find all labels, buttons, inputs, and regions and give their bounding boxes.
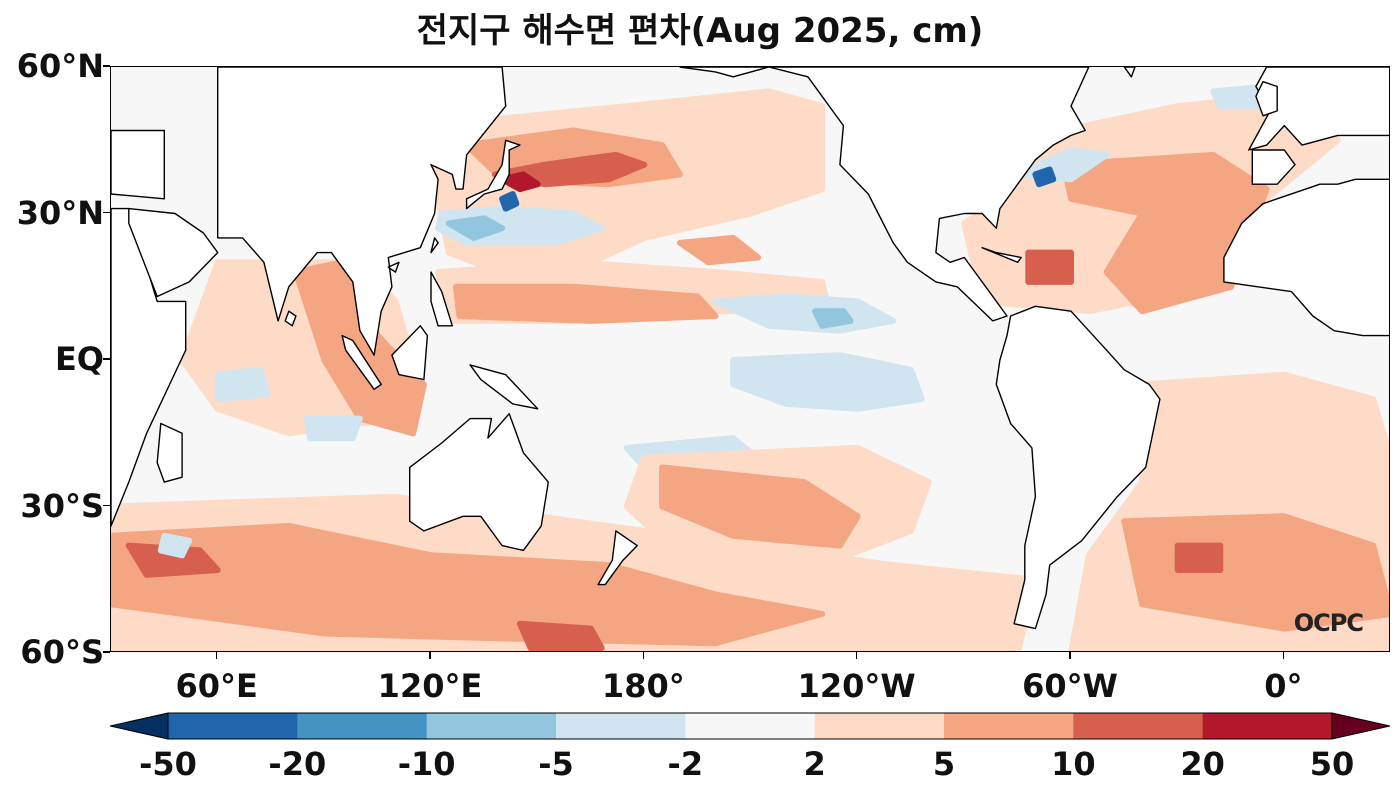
- lat-tick-mark: [103, 358, 110, 360]
- lat-tick-label: 60°S: [20, 633, 104, 671]
- landmass-australia: [409, 413, 549, 552]
- colorbar-tick-label: 10: [1051, 745, 1096, 783]
- colorbar-segment: [1202, 713, 1333, 739]
- landmass-iberia: [1251, 149, 1296, 185]
- colorbar-segment: [168, 713, 298, 739]
- anomaly-fill-layer: [111, 83, 1389, 651]
- colorbar-segment: [685, 713, 816, 739]
- map-title: 전지구 해수면 편차(Aug 2025, cm): [416, 11, 984, 51]
- lon-tick-label: 0°: [1264, 667, 1303, 705]
- landmass-sri-lanka: [284, 310, 297, 327]
- lon-tick-mark: [1282, 652, 1285, 659]
- colorbar-outline: [167, 712, 1333, 740]
- colorbar-segment: [556, 713, 686, 739]
- landmass-west-africa: [1223, 178, 1389, 337]
- anomaly-region-24: [303, 415, 363, 442]
- anomaly-region-11: [812, 308, 854, 329]
- lon-tick-label: 60°E: [175, 667, 258, 705]
- colorbar-tick-label: -5: [538, 745, 574, 783]
- lat-tick-label: 30°N: [16, 193, 104, 232]
- anomaly-region-12: [730, 352, 925, 412]
- anomaly-region-3: [499, 171, 541, 193]
- lat-tick-label: 30°S: [20, 486, 104, 525]
- lon-tick-mark: [855, 652, 858, 659]
- lon-tick-mark: [429, 652, 431, 659]
- anomaly-region-27: [1025, 249, 1074, 285]
- colorbar-segment: [814, 713, 945, 739]
- colorbar-tick-label: -20: [268, 745, 327, 783]
- colorbar: [109, 712, 1391, 740]
- lon-tick-mark: [642, 652, 645, 659]
- lon-tick-mark: [1069, 652, 1071, 659]
- colorbar-tick-label: 50: [1309, 745, 1355, 783]
- sea-level-anomaly-map: [111, 67, 1389, 651]
- landmass-madagascar: [156, 422, 183, 483]
- landmass-hainan: [387, 261, 400, 273]
- lat-tick-label: EQ: [54, 340, 104, 378]
- anomaly-region-9: [499, 191, 520, 212]
- colorbar-segment: [297, 713, 428, 739]
- landmass-taiwan: [430, 237, 439, 254]
- anomaly-region-5: [452, 283, 719, 324]
- colorbar-segment: [944, 713, 1074, 739]
- landmass-borneo: [391, 325, 429, 381]
- colorbar-tick-label: -2: [667, 745, 704, 783]
- anomaly-region-2: [492, 151, 648, 188]
- land-layer: [111, 67, 1389, 630]
- lon-tick-label: 120°E: [377, 667, 483, 705]
- anomaly-region-20: [157, 532, 193, 559]
- landmass-new-guinea: [469, 364, 539, 410]
- landmass-philippines: [430, 271, 453, 327]
- colorbar-tick-label: 20: [1180, 745, 1225, 783]
- landmass-uk: [1255, 80, 1278, 117]
- landmass-mediterranean-europe: [111, 129, 165, 200]
- landmass-sumatra: [341, 334, 382, 390]
- lon-tick-label: 180°: [601, 667, 685, 705]
- landmass-arabia: [128, 207, 219, 298]
- anomaly-region-33: [1174, 542, 1224, 573]
- colorbar-tick-label: 5: [932, 745, 956, 783]
- landmass-india-asia: [216, 67, 507, 356]
- lat-tick-mark: [103, 504, 110, 507]
- lon-tick-mark: [215, 652, 218, 659]
- landmass-cuba: [981, 246, 1022, 264]
- anomaly-region-29: [1032, 166, 1057, 188]
- lat-tick-label: 60°N: [16, 47, 104, 85]
- colorbar-tick-label: -50: [139, 745, 197, 783]
- map-panel: OCPC: [110, 66, 1390, 652]
- landmass-north-america: [679, 67, 1090, 322]
- landmass-new-zealand: [597, 530, 638, 586]
- anomaly-region-10: [712, 293, 897, 334]
- lon-tick-label: 60°W: [1022, 667, 1118, 705]
- colorbar-extend-high: [1331, 712, 1391, 740]
- colorbar-extend-low: [109, 712, 169, 740]
- landmass-south-america: [995, 305, 1161, 630]
- anomaly-region-23: [214, 366, 271, 403]
- anomaly-region-8: [445, 215, 506, 241]
- landmass-greenland-tip: [1123, 67, 1136, 78]
- lat-tick-mark: [103, 651, 110, 653]
- ocpc-watermark: OCPC: [1293, 609, 1364, 637]
- anomaly-region-6: [676, 234, 762, 266]
- colorbar-bar: [109, 712, 1391, 740]
- landmass-japan: [465, 139, 521, 210]
- anomaly-region-17: [111, 523, 826, 647]
- lat-tick-mark: [103, 65, 110, 67]
- anomaly-region-19: [516, 620, 605, 651]
- anomaly-region-15: [659, 464, 861, 549]
- lat-tick-mark: [103, 211, 110, 214]
- colorbar-tick-label: 2: [803, 745, 826, 783]
- colorbar-segment: [1073, 713, 1204, 739]
- lon-tick-label: 120°W: [797, 667, 916, 705]
- anomaly-region-26: [1060, 151, 1270, 315]
- colorbar-tick-label: -10: [397, 745, 456, 783]
- colorbar-segment: [426, 713, 557, 739]
